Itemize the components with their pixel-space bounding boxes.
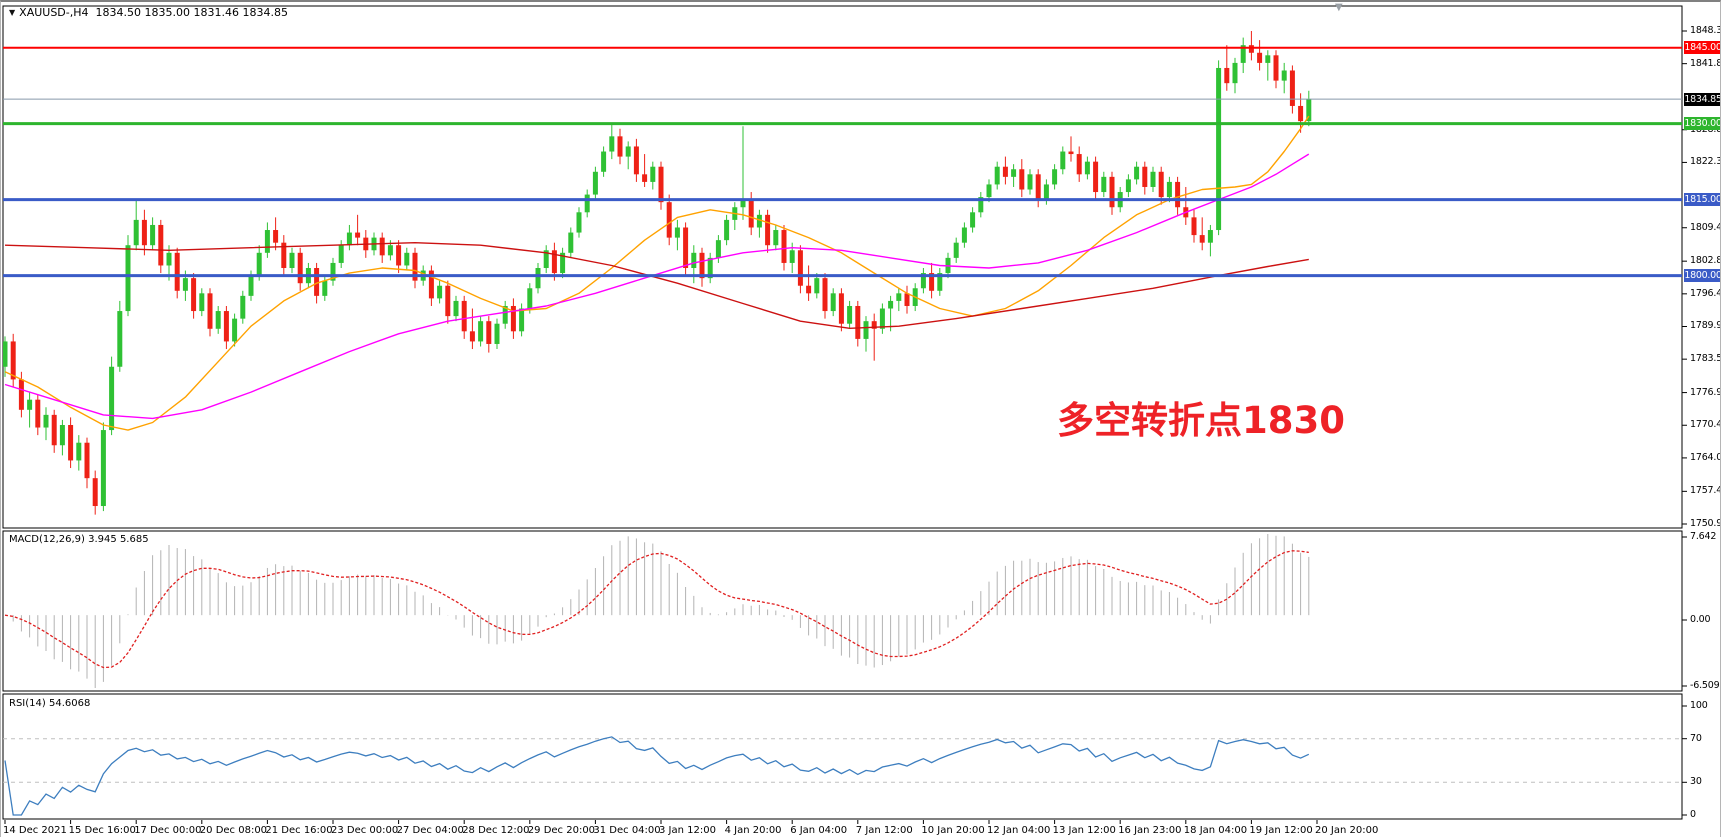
- rsi-label-name: RSI(14): [9, 698, 46, 709]
- rsi-axis-label: 100: [1690, 700, 1708, 711]
- macd-indicator-label: MACD(12,26,9) 3.945 5.685: [9, 534, 149, 545]
- date-axis-label: 19 Jan 12:00: [1249, 825, 1313, 836]
- date-axis-label: 16 Jan 23:00: [1118, 825, 1182, 836]
- panel-frame: [2, 5, 1683, 529]
- ma-mid-line: [4, 153, 1310, 420]
- date-axis-label: 20 Dec 08:00: [199, 825, 268, 836]
- price-axis-label: 1822.35: [1690, 156, 1720, 168]
- rsi-indicator-label: RSI(14) 54.6068: [9, 698, 90, 709]
- macd-pane[interactable]: [4, 534, 1310, 688]
- price-badge-1845.00: 1845.00: [1684, 41, 1721, 55]
- price-axis-label: 1750.95: [1690, 518, 1720, 529]
- date-axis-label: 27 Dec 04:00: [396, 825, 464, 836]
- price-axis-label: 1841.85: [1690, 57, 1720, 69]
- price-axis-label: 1796.40: [1690, 287, 1720, 299]
- panel-frame: [2, 530, 1683, 692]
- date-axis-label: 29 Dec 20:00: [527, 825, 596, 836]
- macd-axis-label: 0.00: [1690, 614, 1711, 625]
- date-axis-label: 28 Dec 12:00: [462, 825, 530, 836]
- date-axis-label: 6 Jan 04:00: [790, 825, 848, 836]
- date-axis-label: 15 Dec 16:00: [68, 825, 136, 836]
- chart-title-symbol: XAUUSD-,H4: [19, 6, 89, 19]
- date-axis-label: 3 Jan 12:00: [659, 825, 716, 836]
- chart-text-annotation: 多空转折点1830: [1057, 399, 1345, 442]
- ma-fast-line: [4, 115, 1310, 431]
- date-axis-label: 23 Dec 00:00: [331, 825, 399, 836]
- price-badge-1800.00: 1800.00: [1684, 269, 1721, 283]
- price-axis-label: 1789.95: [1690, 320, 1720, 332]
- chart-title: ▼ XAUUSD-,H4 1834.50 1835.00 1831.46 1834…: [9, 6, 288, 19]
- price-badge-1815.00: 1815.00: [1684, 193, 1721, 207]
- symbol-dropdown-icon[interactable]: ▼: [9, 8, 16, 17]
- chart-shift-marker-icon[interactable]: ▼: [1335, 2, 1343, 13]
- rsi-axis-label: 0: [1690, 809, 1696, 820]
- chart-title-quote: 1834.50 1835.00 1831.46 1834.85: [95, 6, 288, 19]
- rsi-label-value: 54.6068: [48, 698, 91, 709]
- panel-frame: [2, 693, 1683, 820]
- date-axis-label: 21 Dec 16:00: [265, 825, 333, 836]
- price-axis-label: 1848.30: [1690, 25, 1720, 36]
- macd-signal-line: [4, 550, 1309, 669]
- date-axis-label: 13 Jan 12:00: [1052, 825, 1116, 836]
- date-axis-label: 10 Jan 20:00: [921, 825, 985, 836]
- price-badge-1834.85: 1834.85: [1684, 92, 1721, 106]
- macd-axis-label: -6.509: [1690, 680, 1720, 691]
- macd-axis-label: 7.642: [1690, 531, 1717, 542]
- price-axis-label: 1783.50: [1690, 353, 1720, 365]
- price-axis-label: 1770.45: [1690, 419, 1720, 431]
- price-badge-1830.00: 1830.00: [1684, 117, 1721, 131]
- macd-label-values: 3.945 5.685: [88, 534, 149, 545]
- date-axis-label: 31 Dec 04:00: [593, 825, 661, 836]
- price-axis-label: 1802.85: [1690, 255, 1720, 267]
- date-axis-label: 14 Dec 2021: [3, 825, 67, 836]
- rsi-axis-label: 70: [1690, 732, 1702, 744]
- date-axis-label: 4 Jan 20:00: [724, 825, 782, 836]
- price-axis-label: 1776.90: [1690, 386, 1720, 398]
- price-axis-label: 1757.40: [1690, 485, 1720, 497]
- rsi-axis-label: 30: [1690, 776, 1702, 788]
- ma-slow-line: [4, 242, 1309, 329]
- price-axis-label: 1809.45: [1690, 221, 1720, 233]
- rsi-line: [4, 736, 1310, 816]
- date-axis-label: 17 Dec 00:00: [134, 825, 202, 836]
- date-axis-label: 7 Jan 12:00: [855, 825, 913, 836]
- date-axis-label: 18 Jan 04:00: [1183, 825, 1248, 836]
- date-axis-label: 20 Jan 20:00: [1315, 825, 1379, 836]
- price-axis-label: 1764.00: [1690, 451, 1720, 463]
- date-axis-label: 12 Jan 04:00: [987, 825, 1051, 836]
- rsi-pane[interactable]: [3, 736, 1682, 816]
- main-price-pane[interactable]: [3, 31, 1683, 515]
- macd-label-name: MACD(12,26,9): [9, 534, 85, 545]
